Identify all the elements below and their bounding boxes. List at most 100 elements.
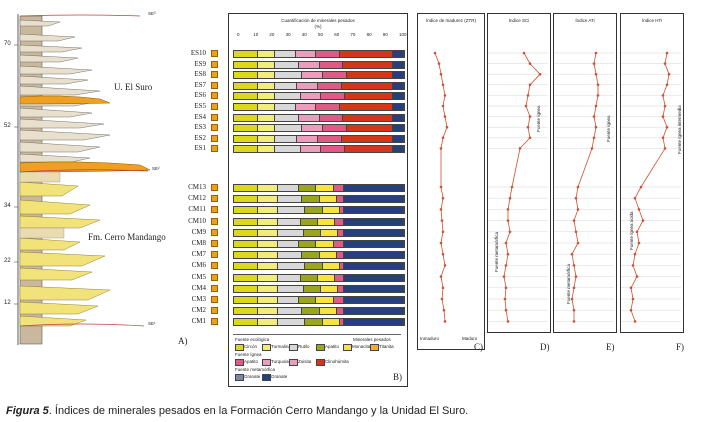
axis-tick-label: 60 xyxy=(334,32,340,37)
index-curve-point xyxy=(572,320,576,323)
index-curve-point xyxy=(665,51,669,55)
index-curve-point xyxy=(629,308,633,312)
index-curve-point xyxy=(574,196,578,200)
index-curve-point xyxy=(574,230,578,234)
legend-minerales-pesados: Minerales pesados xyxy=(353,337,391,342)
index-curve-point xyxy=(629,286,633,290)
index-curve-point xyxy=(443,264,447,267)
legend-swatch xyxy=(262,374,271,381)
legend-item-label: Circón xyxy=(244,344,258,349)
index-curve-point xyxy=(443,115,447,118)
axis-tick-label: 30 xyxy=(285,32,291,37)
axis-tick-label: 50 xyxy=(318,32,324,37)
index-curve-point xyxy=(439,208,443,211)
index-curve-point xyxy=(594,104,598,108)
panel-c-maduro: Maduro xyxy=(462,336,478,341)
height-label: 52 xyxy=(4,123,11,129)
legend-item-label: Rutilo xyxy=(298,344,310,349)
panel-c-inmaduro: Inmaduro xyxy=(420,336,440,341)
index-curve-point xyxy=(633,196,637,200)
index-curve-point xyxy=(594,51,598,55)
height-label: 12 xyxy=(4,300,11,306)
index-curve-line xyxy=(571,52,599,322)
panel-letter-e: E) xyxy=(606,342,615,352)
index-curve-point xyxy=(439,275,443,278)
legend-fuente-ecologica: Fuente ecológica xyxy=(235,337,270,342)
index-curve-point xyxy=(441,286,445,290)
index-curve-point xyxy=(528,83,532,87)
index-curve-point xyxy=(508,230,512,234)
figure-caption: Figura 5. Índices de minerales pesados e… xyxy=(6,405,468,417)
index-curve-point xyxy=(441,83,445,87)
index-curve-point xyxy=(633,252,637,256)
index-curve-point xyxy=(510,185,514,189)
panel-b-title: Cuantificación de minerales pesados xyxy=(281,18,355,23)
legend-fuente-metamorfica: Fuente metamórfica xyxy=(235,367,276,372)
index-curve-point xyxy=(637,241,641,245)
index-curve-point xyxy=(441,230,445,234)
index-curve-point xyxy=(440,297,444,301)
index-curve-point xyxy=(443,94,447,97)
legend-swatch xyxy=(262,359,271,366)
height-label: 34 xyxy=(4,203,11,209)
caption-label: Figura 5 xyxy=(6,405,49,417)
index-curve-point xyxy=(538,72,542,76)
axis-tick-label: 70 xyxy=(350,32,356,37)
legend-swatch xyxy=(235,359,244,366)
panel-letter-d: D) xyxy=(540,342,550,352)
panel-c-title: Índice de madurez (ZTR) xyxy=(425,18,477,23)
panel-b-unit: (%) xyxy=(314,24,322,29)
legend-item-label: Titanita xyxy=(379,344,394,349)
index-curve-point xyxy=(667,72,671,76)
panel-e-ati: Índice ATi Fuente ígnea Fuente metamórfi… xyxy=(553,13,617,333)
legend-item-label: Granate xyxy=(244,374,261,379)
legend-swatch xyxy=(343,344,352,351)
index-curve-point xyxy=(508,196,512,200)
legend-swatch xyxy=(289,344,298,351)
index-curve-point xyxy=(596,94,600,97)
height-label: 22 xyxy=(4,258,11,264)
panel-letter-b: B) xyxy=(393,372,402,382)
legend-item-label: Monacita xyxy=(352,344,371,349)
legend-item-label: Turquoise xyxy=(271,359,291,364)
panel-e-title: Índice ATi xyxy=(575,18,595,23)
legend-swatch xyxy=(316,344,325,351)
axis-tick-label: 80 xyxy=(366,32,372,37)
index-curve-point xyxy=(665,125,669,129)
index-curve-point xyxy=(641,219,645,222)
axis-tick-label: 0 xyxy=(237,32,240,37)
index-curve-point xyxy=(576,241,580,245)
index-curve-point xyxy=(596,83,600,87)
index-curve-point xyxy=(572,308,576,312)
index-curve-point xyxy=(504,264,508,267)
height-label: 70 xyxy=(4,41,11,47)
caption-text: . Índices de minerales pesados en la For… xyxy=(48,405,469,417)
legend-swatch xyxy=(235,344,244,351)
legend-item-label: Apatito xyxy=(244,359,259,364)
index-curve-point xyxy=(576,208,580,211)
index-curve-point xyxy=(437,62,441,65)
index-curve-point xyxy=(635,230,639,234)
index-curve-point xyxy=(441,136,445,140)
axis-tick-label: 40 xyxy=(301,32,307,37)
index-curve-point xyxy=(502,275,506,278)
index-curve-point xyxy=(592,136,596,140)
index-curve-point xyxy=(526,94,530,97)
panel-d-sci: Índice SCi Fuente ígnea Fuente metamórfi… xyxy=(487,13,551,333)
panel-a-stratigraphic-column: 70 52 34 22 12 U. El Suro Fm. Cerro Mand… xyxy=(0,0,190,360)
index-curve-point xyxy=(633,320,637,323)
panel-d-title: Índice SCi xyxy=(508,18,530,23)
index-curve-point xyxy=(665,83,669,87)
index-curve-point xyxy=(506,219,510,222)
axis-tick-label: 20 xyxy=(269,32,275,37)
index-curve-point xyxy=(576,185,580,189)
index-curve-point xyxy=(661,94,665,97)
index-curve-point xyxy=(639,185,643,189)
index-curve-point xyxy=(594,125,598,129)
index-curve-point xyxy=(439,241,443,245)
index-curve-point xyxy=(637,208,641,211)
se-label: SE² xyxy=(152,166,160,171)
stratigraphic-column-svg xyxy=(14,14,151,345)
index-curve-point xyxy=(441,104,445,108)
axis-tick-label: 90 xyxy=(382,32,388,37)
